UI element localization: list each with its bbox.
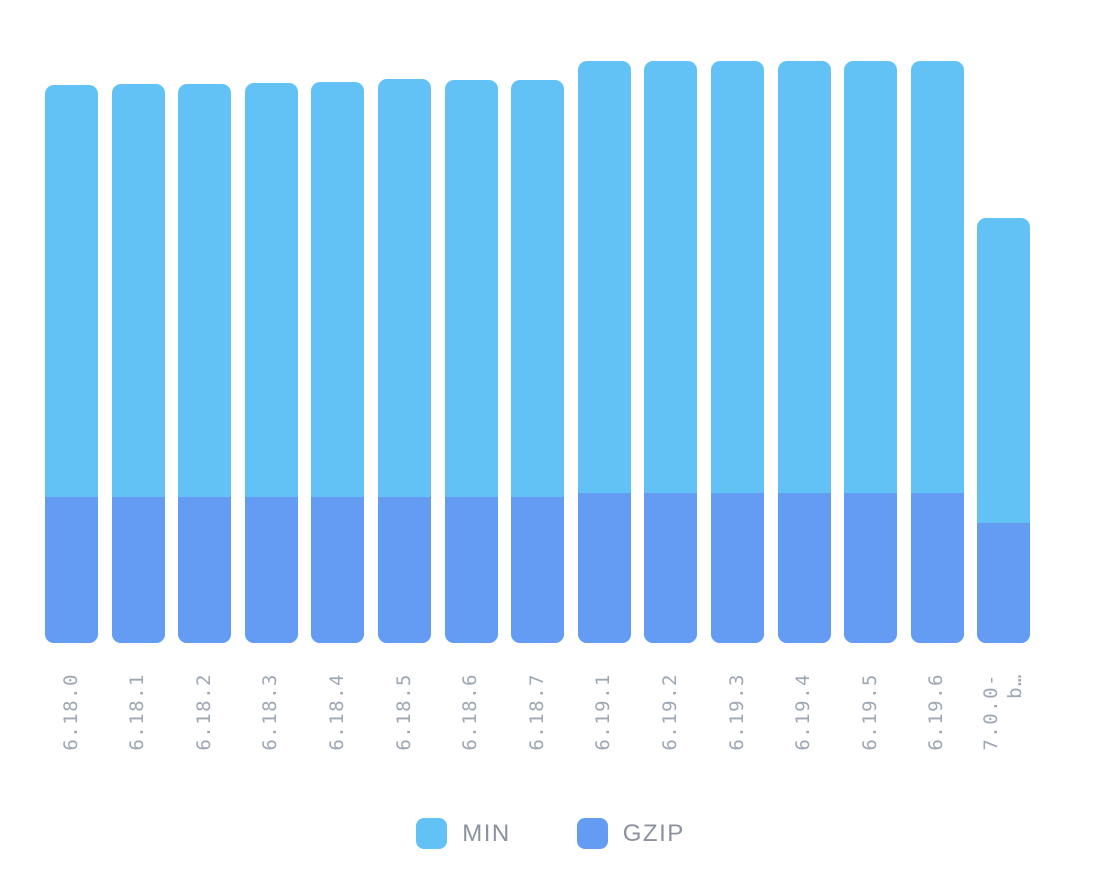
bar-6.18.4[interactable] bbox=[311, 82, 365, 643]
bar-gzip-segment bbox=[710, 493, 764, 643]
x-tick-label: b… bbox=[1003, 673, 1026, 699]
bar-gzip-segment bbox=[111, 497, 165, 643]
x-tick-6.18.4: 6.18.4 bbox=[311, 643, 364, 751]
x-tick-label: 6.19.5 bbox=[858, 673, 881, 751]
bar-gzip-segment bbox=[311, 497, 365, 643]
x-tick-6.18.2: 6.18.2 bbox=[178, 643, 231, 751]
x-tick-6.19.4: 6.19.4 bbox=[778, 643, 831, 751]
x-tick-label: 6.18.1 bbox=[126, 673, 149, 751]
bar-gzip-segment bbox=[577, 493, 631, 643]
bar-7.0.0-b…[interactable] bbox=[977, 218, 1031, 643]
bar-gzip-segment bbox=[977, 523, 1031, 643]
x-tick-label: 6.18.4 bbox=[326, 673, 348, 751]
bar-6.18.6[interactable] bbox=[444, 80, 498, 643]
x-tick-6.18.1: 6.18.1 bbox=[112, 643, 165, 751]
legend-item-min: MIN bbox=[416, 818, 511, 849]
bar-6.18.2[interactable] bbox=[178, 84, 232, 643]
bar-6.18.3[interactable] bbox=[244, 83, 298, 643]
bar-6.19.3[interactable] bbox=[710, 61, 764, 643]
x-tick-label: 6.19.2 bbox=[658, 673, 681, 751]
x-tick-label: 6.18.0 bbox=[59, 673, 82, 751]
x-tick-label: 6.18.2 bbox=[192, 673, 215, 751]
x-tick-6.18.7: 6.18.7 bbox=[511, 643, 564, 751]
legend-swatch-gzip bbox=[576, 818, 608, 849]
x-tick-6.18.0: 6.18.0 bbox=[45, 643, 98, 751]
bar-gzip-segment bbox=[178, 497, 232, 643]
x-tick-label: 6.19.6 bbox=[925, 673, 948, 751]
bars-row bbox=[45, 0, 1101, 643]
x-tick-label: 7.0.0- bbox=[980, 673, 1003, 751]
legend-label-gzip: GZIP bbox=[622, 819, 685, 847]
x-tick-label: 6.19.3 bbox=[725, 673, 748, 751]
bar-gzip-segment bbox=[45, 497, 98, 643]
x-tick-6.19.6: 6.19.6 bbox=[911, 643, 964, 751]
bar-gzip-segment bbox=[910, 493, 964, 643]
legend-label-min: MIN bbox=[462, 819, 511, 847]
x-tick-label: 6.18.5 bbox=[392, 673, 415, 751]
legend-item-gzip: GZIP bbox=[576, 818, 685, 849]
bar-gzip-segment bbox=[644, 493, 698, 643]
x-tick-6.19.2: 6.19.2 bbox=[644, 643, 697, 751]
bar-6.18.0[interactable] bbox=[45, 85, 98, 643]
x-tick-7.0.0-b…: 7.0.0- b… bbox=[977, 643, 1030, 751]
bar-gzip-segment bbox=[244, 497, 298, 643]
x-tick-6.19.3: 6.19.3 bbox=[711, 643, 764, 751]
x-tick-label: 6.18.7 bbox=[525, 673, 548, 751]
bar-6.18.7[interactable] bbox=[511, 80, 565, 643]
bar-6.18.5[interactable] bbox=[377, 79, 431, 643]
chart-legend: MIN GZIP bbox=[0, 818, 1101, 849]
bar-6.19.5[interactable] bbox=[844, 61, 898, 643]
bar-gzip-segment bbox=[511, 497, 565, 643]
bar-gzip-segment bbox=[377, 497, 431, 643]
x-tick-6.18.5: 6.18.5 bbox=[378, 643, 431, 751]
x-tick-label: 6.19.4 bbox=[792, 673, 815, 751]
x-axis-tick-labels: 6.18.0 6.18.1 6.18.2 6.18.3 6.18.4 6.18.5 6.18… bbox=[45, 643, 1030, 751]
x-tick-6.19.5: 6.19.5 bbox=[844, 643, 897, 751]
bar-6.19.1[interactable] bbox=[577, 61, 631, 643]
bar-gzip-segment bbox=[444, 497, 498, 643]
x-tick-6.18.3: 6.18.3 bbox=[245, 643, 298, 751]
x-tick-label: 6.18.6 bbox=[459, 673, 482, 751]
legend-swatch-min bbox=[416, 818, 448, 849]
x-tick-label: 6.19.1 bbox=[592, 673, 615, 751]
x-tick-6.19.1: 6.19.1 bbox=[578, 643, 631, 751]
bar-gzip-segment bbox=[844, 493, 898, 643]
x-tick-6.18.6: 6.18.6 bbox=[445, 643, 498, 751]
bar-gzip-segment bbox=[777, 493, 831, 643]
bar-6.19.6[interactable] bbox=[910, 61, 964, 643]
bar-6.18.1[interactable] bbox=[111, 84, 165, 643]
bar-6.19.4[interactable] bbox=[777, 61, 831, 643]
x-tick-label: 6.18.3 bbox=[259, 673, 282, 751]
bar-6.19.2[interactable] bbox=[644, 61, 698, 643]
